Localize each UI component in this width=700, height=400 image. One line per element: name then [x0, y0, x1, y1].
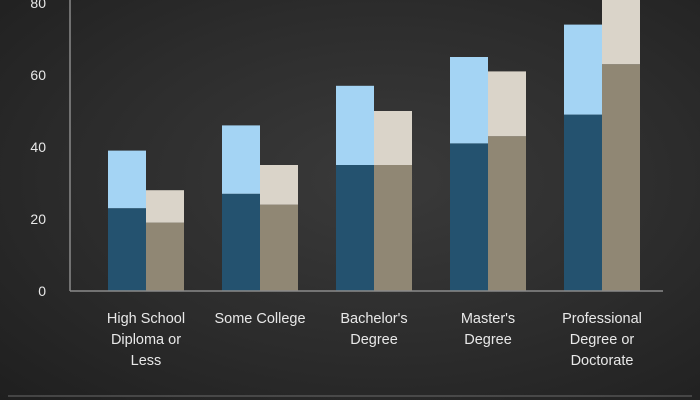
bar-cat3-group0-seg0	[450, 143, 488, 291]
x-category-label-line: Doctorate	[571, 353, 634, 369]
bar-cat2-group1-seg1	[374, 111, 412, 165]
x-category-label-line: Master's	[461, 311, 515, 327]
x-category-label: Master's Degree	[461, 311, 515, 348]
x-category-label-line: Degree	[464, 332, 512, 348]
bar-cat1-group1-seg1	[260, 165, 298, 205]
bar-cat2-group0-seg1	[336, 85, 374, 165]
bar-cat4-group0-seg1	[564, 24, 602, 115]
x-category-label-line: High School	[107, 311, 185, 327]
bar-cat2-group1-seg0	[374, 165, 412, 291]
bar-cat1-group1-seg0	[260, 204, 298, 291]
bar-cat4-group0-seg0	[564, 114, 602, 291]
y-tick-label: 80	[30, 0, 46, 11]
bar-cat2-group0-seg0	[336, 165, 374, 291]
x-category-label-line: Less	[131, 353, 162, 369]
x-category-label: Bachelor's Degree	[340, 311, 407, 348]
bar-cat0-group1-seg1	[146, 190, 184, 223]
x-category-label: High School Diploma or Less	[107, 311, 185, 369]
x-category-label-line: Professional	[562, 311, 642, 327]
bar-cat0-group1-seg0	[146, 222, 184, 291]
x-category-label-line: Degree or	[570, 332, 635, 348]
y-tick-label: 20	[30, 211, 46, 227]
axes	[69, 0, 663, 292]
bar-cat3-group1-seg1	[488, 71, 526, 137]
x-category-label: Professional Degree or Doctorate	[562, 311, 642, 369]
y-tick-labels: 0 20 40 60 80	[30, 0, 46, 299]
x-category-label-line: Bachelor's	[340, 311, 407, 327]
bar-cat0-group0-seg1	[108, 150, 146, 209]
bar-cat1-group0-seg1	[222, 125, 260, 194]
bar-cat1-group0-seg0	[222, 193, 260, 291]
y-tick-label: 40	[30, 139, 46, 155]
bars	[108, 0, 640, 291]
bar-cat4-group1-seg1	[602, 0, 640, 65]
x-category-labels: High School Diploma or Less Some College Bac…	[107, 311, 642, 369]
y-tick-label: 0	[38, 283, 46, 299]
x-category-label: Some College	[214, 311, 305, 327]
bar-cat0-group0-seg0	[108, 208, 146, 291]
x-category-label-line: Diploma or	[111, 332, 181, 348]
bar-cat3-group0-seg1	[450, 57, 488, 144]
x-category-label-line: Some College	[214, 311, 305, 327]
x-category-label-line: Degree	[350, 332, 398, 348]
y-tick-label: 60	[30, 67, 46, 83]
bar-cat3-group1-seg0	[488, 136, 526, 291]
bar-cat4-group1-seg0	[602, 64, 640, 291]
